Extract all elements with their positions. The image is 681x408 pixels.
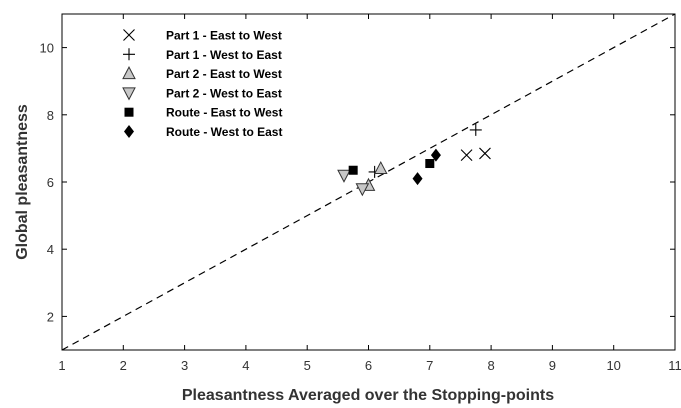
point-diamond-6-2 xyxy=(430,148,441,162)
legend-marker-triangle-down xyxy=(122,87,136,101)
x-tick-label: 9 xyxy=(549,358,556,373)
legend-marker-plus xyxy=(123,48,135,61)
point-x-1-2 xyxy=(479,147,491,160)
legend-label: Part 2 - East to West xyxy=(166,67,282,81)
y-tick-label: 8 xyxy=(47,108,54,123)
legend-marker-diamond xyxy=(124,125,134,138)
y-tick-label: 4 xyxy=(47,242,54,257)
legend-label: Part 2 - West to East xyxy=(166,86,282,100)
legend-label: Route - East to West xyxy=(166,106,282,120)
x-tick-label: 2 xyxy=(120,358,127,373)
x-tick-label: 8 xyxy=(487,358,494,373)
y-tick-label: 2 xyxy=(47,309,54,324)
point-triangle-down-4-2 xyxy=(355,183,370,197)
legend-label: Route - West to East xyxy=(166,125,282,139)
legend-label: Part 1 - East to West xyxy=(166,29,282,43)
y-tick-label: 6 xyxy=(47,175,54,190)
x-tick-label: 4 xyxy=(242,358,249,373)
data-points xyxy=(337,123,491,197)
y-axis-ticks: 2 4 6 8 10 xyxy=(40,41,675,324)
x-axis-ticks: 1 2 3 4 5 6 7 8 9 10 11 xyxy=(58,14,681,373)
x-tick-label: 10 xyxy=(606,358,620,373)
y-axis-title: Global pleasantness xyxy=(14,104,31,260)
point-x-1-1 xyxy=(460,149,473,162)
x-tick-label: 3 xyxy=(181,358,188,373)
y-tick-label: 10 xyxy=(40,41,54,56)
point-square-5-2 xyxy=(425,159,435,169)
legend-marker-x xyxy=(123,29,135,41)
point-diamond-6-1 xyxy=(412,172,423,186)
point-triangle-up-3-1 xyxy=(373,160,388,175)
legend-marker-triangle-up xyxy=(122,66,136,80)
point-plus-2-1 xyxy=(469,123,482,136)
x-tick-label: 1 xyxy=(58,358,65,373)
legend: Part 1 - East to West Part 1 - West to Ea… xyxy=(122,29,282,139)
x-axis-title: Pleasantness Averaged over the Stopping-… xyxy=(182,387,554,404)
x-tick-label: 7 xyxy=(426,358,433,373)
x-tick-label: 5 xyxy=(304,358,311,373)
x-tick-label: 6 xyxy=(365,358,372,373)
x-tick-label: 11 xyxy=(668,358,681,373)
point-triangle-down-4-1 xyxy=(337,169,351,183)
legend-label: Part 1 - West to East xyxy=(166,48,282,62)
legend-marker-square xyxy=(124,107,134,117)
point-square-5-1 xyxy=(348,165,358,175)
